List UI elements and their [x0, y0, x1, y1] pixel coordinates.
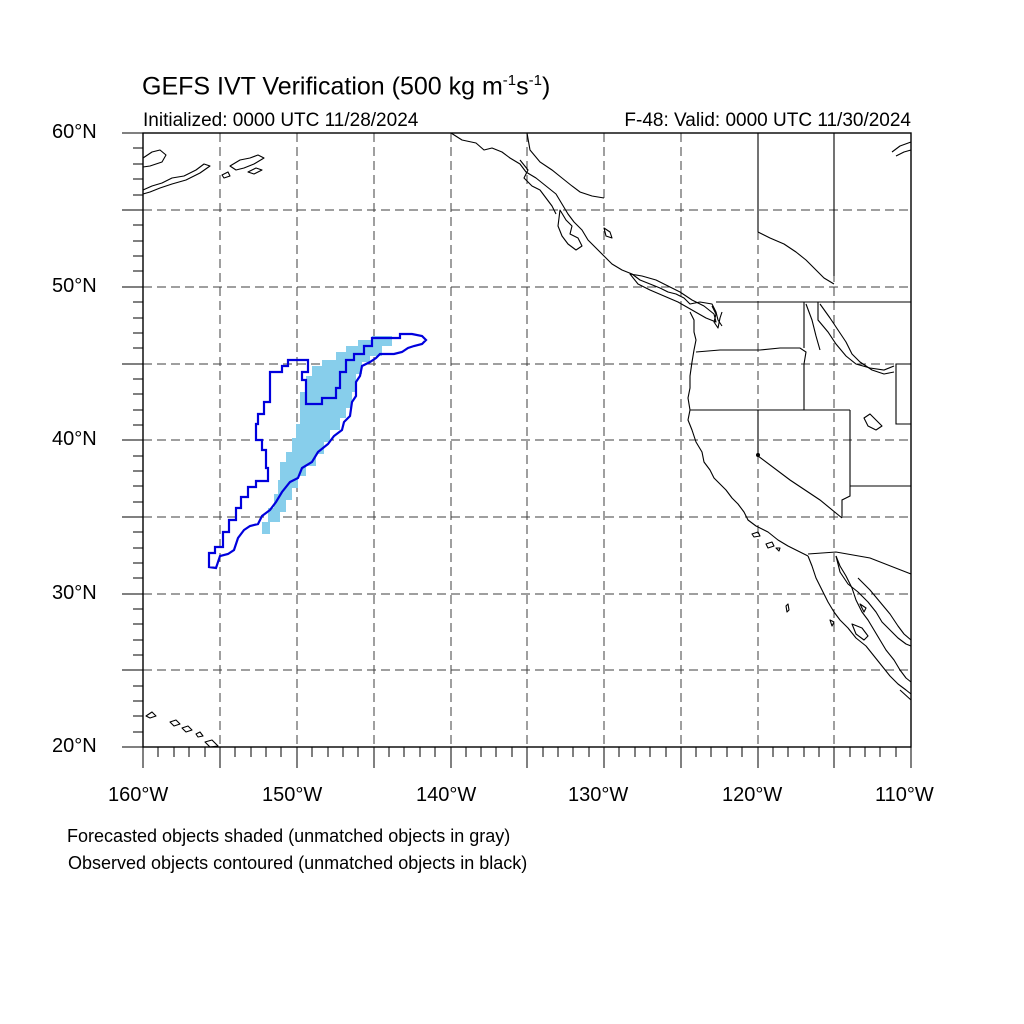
lat-label-40n: 40°N [52, 428, 97, 450]
valid-time: F-48: Valid: 0000 UTC 11/30/2024 [624, 110, 911, 131]
lon-label-120w: 120°W [722, 784, 783, 806]
tick-marks [122, 132, 912, 768]
lon-label-160w: 160°W [108, 784, 169, 806]
lat-label-30n: 30°N [52, 582, 97, 604]
lon-label-110w: 110°W [875, 784, 934, 806]
observed-note: Observed objects contoured (unmatched ob… [68, 853, 528, 873]
lat-label-60n: 60°N [52, 121, 97, 143]
initialized-time: Initialized: 0000 UTC 11/28/2024 [143, 110, 419, 131]
lat-label-20n: 20°N [52, 735, 97, 757]
forecast-note: Forecasted objects shaded (unmatched obj… [67, 826, 511, 846]
lon-label-140w: 140°W [416, 784, 477, 806]
political-boundaries [526, 132, 912, 575]
map-title: GEFS IVT Verification (500 kg m-1s-1) [142, 72, 551, 101]
lon-label-150w: 150°W [262, 784, 323, 806]
lon-label-130w: 130°W [568, 784, 629, 806]
forecast-object [262, 336, 392, 534]
coastlines [142, 132, 912, 748]
lat-label-50n: 50°N [52, 275, 97, 297]
observed-object-contour [207, 332, 428, 570]
grid-lines [143, 133, 911, 747]
